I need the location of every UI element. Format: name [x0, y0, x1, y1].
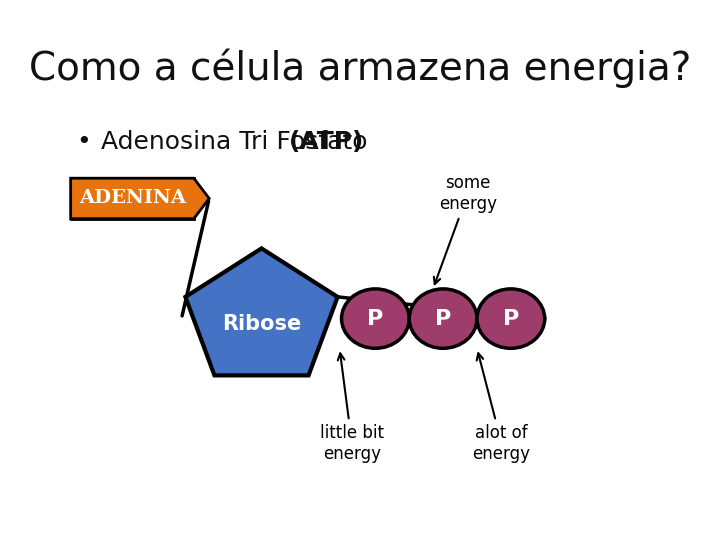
Text: P: P — [503, 308, 519, 329]
Circle shape — [409, 289, 477, 348]
Text: Como a célula armazena energia?: Como a célula armazena energia? — [29, 49, 691, 88]
Polygon shape — [71, 178, 210, 219]
Circle shape — [341, 289, 409, 348]
Text: some
energy: some energy — [434, 174, 497, 284]
Text: P: P — [435, 308, 451, 329]
Text: Adenosina Tri Fosfato: Adenosina Tri Fosfato — [102, 130, 376, 153]
Text: •: • — [77, 130, 99, 153]
Text: alot of
energy: alot of energy — [472, 353, 531, 463]
Text: (ATP): (ATP) — [289, 130, 364, 153]
Polygon shape — [185, 248, 338, 375]
Circle shape — [477, 289, 545, 348]
Text: Ribose: Ribose — [222, 314, 301, 334]
Text: little bit
energy: little bit energy — [320, 353, 384, 463]
Text: ADENINA: ADENINA — [78, 190, 186, 207]
FancyBboxPatch shape — [71, 178, 194, 219]
Text: P: P — [367, 308, 384, 329]
